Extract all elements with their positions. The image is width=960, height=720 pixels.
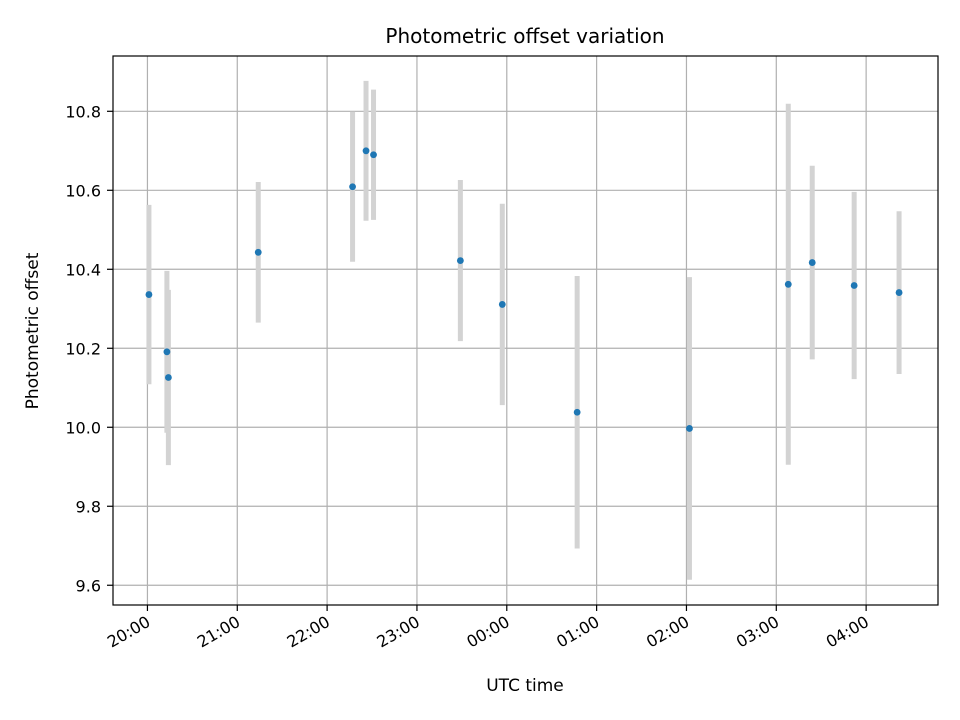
data-point (850, 282, 858, 289)
data-point (362, 147, 370, 155)
y-tick-label: 10.0 (65, 418, 101, 437)
data-point (686, 425, 693, 432)
x-axis-label: UTC time (486, 676, 564, 696)
grid (113, 56, 938, 605)
data-points (145, 147, 903, 432)
chart-title: Photometric offset variation (385, 24, 664, 48)
y-tick-label: 9.6 (76, 576, 101, 595)
y-tick-label: 10.8 (65, 102, 101, 121)
y-tick-label: 10.2 (65, 339, 101, 358)
y-tick-label: 9.8 (76, 497, 101, 516)
data-point (784, 280, 792, 288)
data-point (808, 259, 816, 266)
data-point (895, 289, 903, 296)
plot-frame (112, 55, 939, 606)
data-point (498, 301, 506, 308)
y-tick-label: 10.4 (65, 260, 101, 279)
data-point (456, 257, 464, 264)
y-axis-ticks: 9.6 9.8 10.0 10.2 10.4 10.6 10.8 (65, 102, 113, 595)
y-axis-label: Photometric offset (23, 252, 43, 409)
data-point (254, 248, 262, 256)
data-point (573, 408, 581, 416)
data-point (163, 348, 171, 356)
data-point (349, 183, 356, 191)
data-point (145, 291, 153, 298)
y-tick-label: 10.6 (65, 181, 101, 200)
data-point (164, 374, 172, 381)
data-point (370, 151, 377, 159)
